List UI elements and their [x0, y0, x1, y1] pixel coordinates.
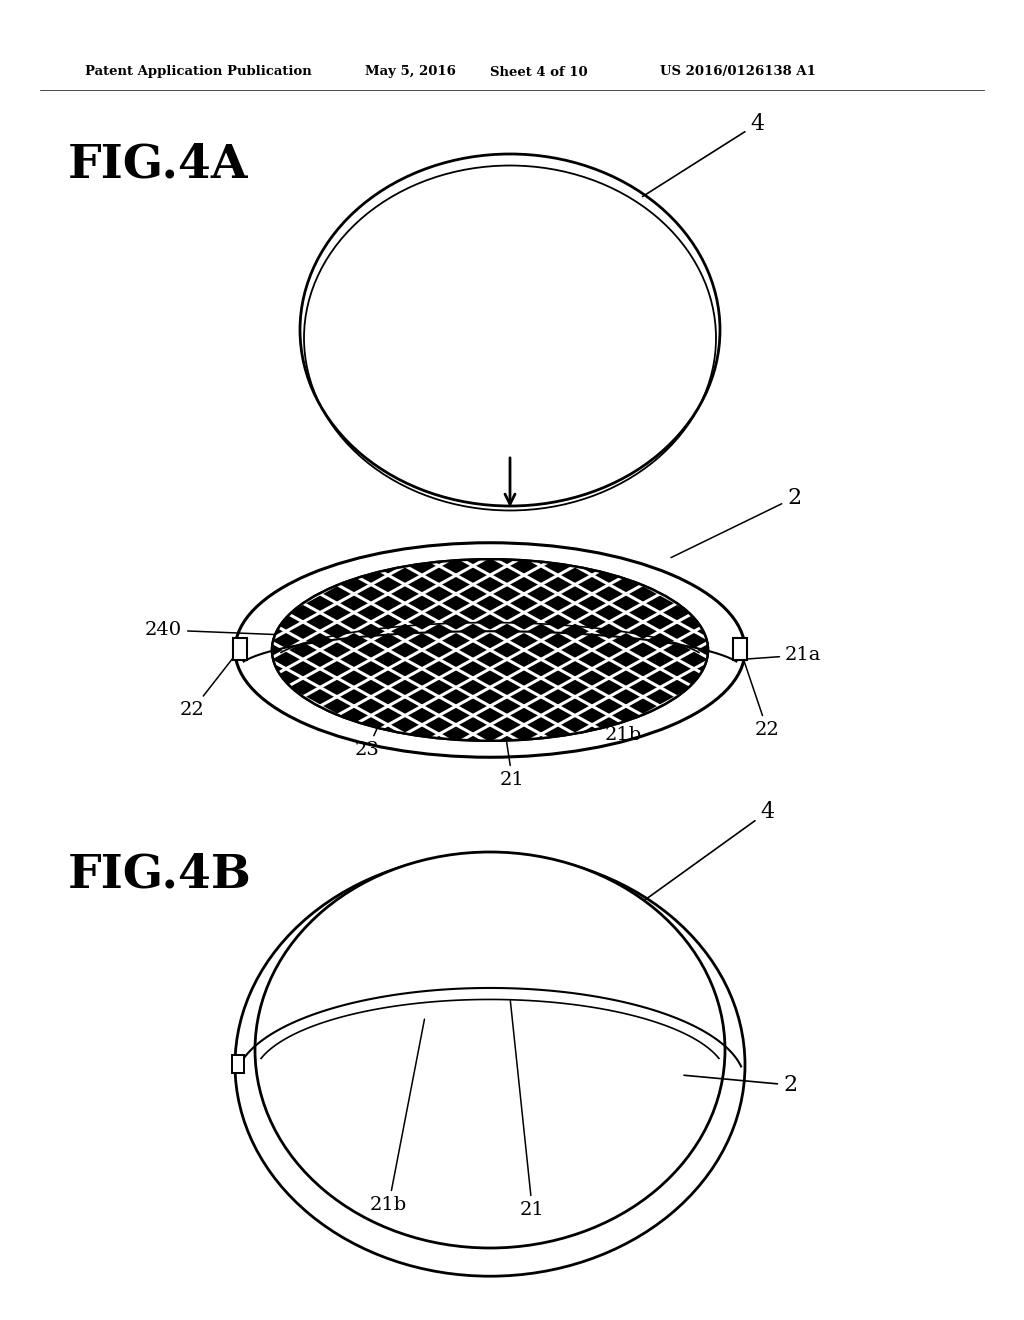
Text: FIG.4A: FIG.4A: [68, 143, 249, 187]
Text: 4: 4: [645, 801, 774, 900]
Text: 21b: 21b: [370, 1019, 425, 1214]
Text: 21b: 21b: [557, 642, 642, 744]
Bar: [733, 638, 746, 660]
Text: FIG.4B: FIG.4B: [68, 851, 252, 898]
Text: 2: 2: [684, 1074, 797, 1096]
Ellipse shape: [234, 543, 745, 758]
Text: 21: 21: [490, 634, 524, 789]
Text: 4: 4: [642, 114, 764, 197]
Text: US 2016/0126138 A1: US 2016/0126138 A1: [660, 66, 816, 78]
Text: 2: 2: [671, 487, 801, 557]
Text: 22: 22: [741, 652, 779, 739]
Ellipse shape: [272, 560, 708, 741]
Bar: [233, 638, 247, 660]
Ellipse shape: [234, 854, 745, 1276]
Text: 23: 23: [355, 645, 414, 759]
Text: Patent Application Publication: Patent Application Publication: [85, 66, 311, 78]
Ellipse shape: [300, 154, 720, 506]
Bar: [232, 1055, 244, 1073]
Text: May 5, 2016: May 5, 2016: [365, 66, 456, 78]
Text: Sheet 4 of 10: Sheet 4 of 10: [490, 66, 588, 78]
Ellipse shape: [255, 851, 725, 1247]
Text: 240: 240: [145, 620, 285, 639]
Text: 22: 22: [180, 651, 239, 719]
Text: 21: 21: [510, 1001, 545, 1218]
Text: 21a: 21a: [736, 645, 821, 664]
